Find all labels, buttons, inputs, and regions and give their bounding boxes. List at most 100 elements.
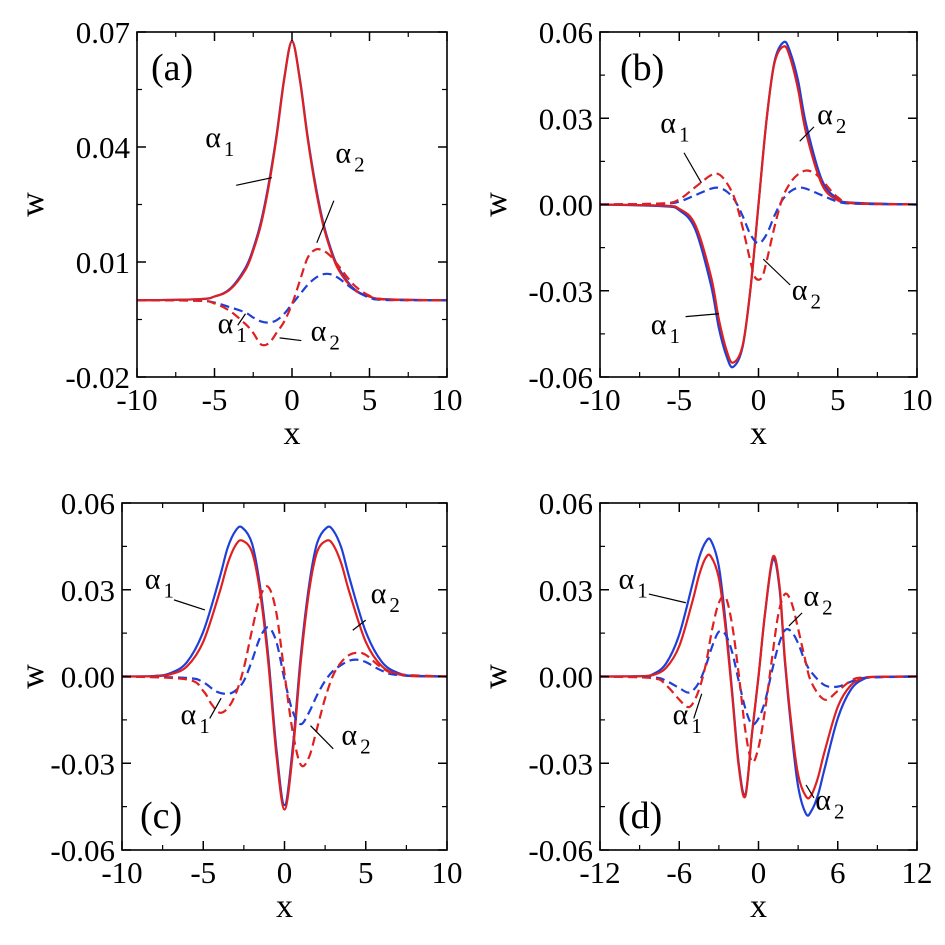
series-line-d-dashed-blue <box>600 627 917 726</box>
y-tick-label-b: -0.06 <box>528 360 593 395</box>
y-tick-label-b: 0.06 <box>539 15 593 50</box>
annotation-subscript: 2 <box>360 734 371 758</box>
y-tick-label-d: 0.03 <box>539 573 593 608</box>
annotation-subscript: 1 <box>691 714 702 738</box>
annotation-subscript: 1 <box>224 137 235 161</box>
y-tick-label-d: -0.03 <box>528 746 593 781</box>
annotation-symbol: α <box>371 577 387 610</box>
annotation-symbol: α <box>660 107 676 140</box>
x-axis-label-c: x <box>276 888 293 925</box>
annotation-subscript: 1 <box>669 324 680 348</box>
y-axis-label-c: w <box>14 664 51 689</box>
y-axis-label-b: w <box>477 192 514 217</box>
annotation-subscript: 1 <box>637 578 648 602</box>
x-tick-label-c: 10 <box>432 855 463 890</box>
panel-label-b: (b) <box>620 47 664 89</box>
x-tick-label-a: -10 <box>116 382 157 417</box>
x-tick-label-c: -5 <box>190 855 216 890</box>
x-tick-label-d: 12 <box>902 855 933 890</box>
x-tick-label-d: 6 <box>830 855 846 890</box>
x-axis-label-a: x <box>284 415 301 452</box>
series-line-b-dashed-blue <box>600 186 917 245</box>
y-tick-label-d: 0.00 <box>539 660 593 695</box>
annotation-subscript: 2 <box>389 593 400 617</box>
y-tick-label-b: 0.03 <box>539 101 593 136</box>
series-line-c-solid-red <box>122 539 447 811</box>
series-line-a-dashed-red <box>137 248 447 347</box>
y-tick-label-a: 0.07 <box>76 15 130 50</box>
x-tick-label-c: -10 <box>101 855 142 890</box>
annotation-leader-b <box>799 126 815 142</box>
annotation-subscript: 2 <box>329 331 340 355</box>
annotation-symbol: α <box>618 562 634 595</box>
y-tick-label-a: 0.01 <box>76 245 130 280</box>
annotation-subscript: 2 <box>834 800 845 824</box>
annotation-leader-d <box>648 593 686 604</box>
annotation-leader-d <box>693 693 703 719</box>
annotation-subscript: 1 <box>199 714 210 738</box>
series-line-b-dashed-red <box>600 169 917 281</box>
x-tick-label-b: -5 <box>666 382 692 417</box>
annotation-subscript: 1 <box>236 323 247 347</box>
annotation-symbol: α <box>792 273 808 306</box>
x-axis-label-d: x <box>750 888 767 925</box>
y-tick-label-d: 0.06 <box>539 486 593 521</box>
y-tick-label-d: -0.06 <box>528 833 593 868</box>
x-tick-label-a: 10 <box>432 382 463 417</box>
x-tick-label-a: 5 <box>362 382 378 417</box>
y-tick-label-a: 0.04 <box>76 130 131 165</box>
series-line-c-dashed-blue <box>122 626 447 726</box>
series-line-c-dashed-red <box>122 585 447 768</box>
annotation-leader-b <box>683 152 702 184</box>
annotation-leader-d <box>788 612 803 627</box>
x-tick-label-c: 0 <box>277 855 293 890</box>
y-tick-label-c: 0.03 <box>61 573 115 608</box>
y-axis-label-d: w <box>477 664 514 689</box>
x-tick-label-d: -6 <box>666 855 692 890</box>
y-tick-label-b: -0.03 <box>528 274 593 309</box>
annotation-symbol: α <box>817 98 833 131</box>
annotation-symbol: α <box>341 718 357 751</box>
annotation-symbol: α <box>145 562 161 595</box>
series-line-d-solid-red <box>600 553 917 800</box>
annotation-subscript: 1 <box>679 123 690 147</box>
annotation-leader-c <box>209 697 222 719</box>
annotation-leader-b <box>762 258 791 286</box>
annotation-symbol: α <box>803 580 819 613</box>
annotation-leader-c <box>352 619 367 631</box>
annotation-subscript: 2 <box>836 114 847 138</box>
y-tick-label-c: -0.06 <box>50 833 115 868</box>
y-tick-label-c: 0.00 <box>61 660 115 695</box>
x-axis-label-b: x <box>750 415 767 452</box>
annotation-symbol: α <box>335 136 351 169</box>
annotation-symbol: α <box>181 698 197 731</box>
annotation-subscript: 2 <box>822 596 833 620</box>
annotation-symbol: α <box>311 315 327 348</box>
y-tick-label-c: -0.03 <box>50 746 115 781</box>
annotation-subscript: 1 <box>163 578 174 602</box>
annotation-leader-b <box>685 313 719 318</box>
annotation-leader-a <box>279 337 302 342</box>
y-axis-label-a: w <box>14 192 51 217</box>
x-tick-label-c: 5 <box>358 855 374 890</box>
annotation-subscript: 2 <box>354 152 365 176</box>
panel-label-d: (d) <box>618 795 662 837</box>
annotation-leader-c <box>173 599 206 611</box>
annotation-symbol: α <box>205 121 221 154</box>
